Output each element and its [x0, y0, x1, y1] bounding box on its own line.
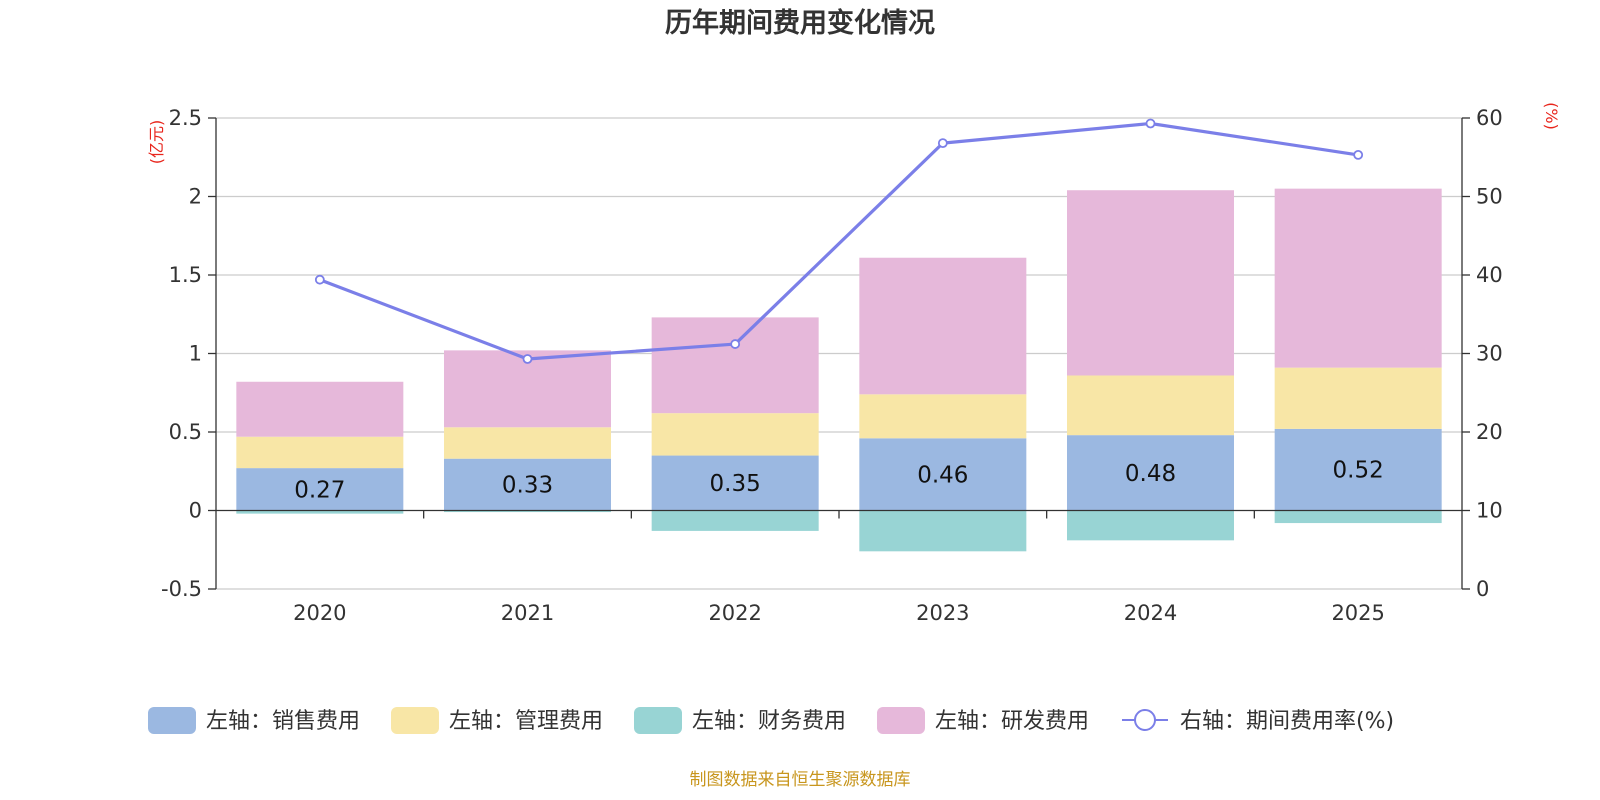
bar-value-label: 0.52 [1333, 458, 1384, 484]
rate-line [319, 121, 1359, 361]
left-axis-tick-label: 0 [189, 499, 202, 523]
legend-label: 左轴：管理费用 [449, 709, 603, 734]
right-axis-tick-label: 0 [1476, 577, 1489, 601]
left-axis-tick-label: 2.5 [169, 106, 202, 130]
left-axis-tick-label: 2 [189, 185, 202, 209]
right-axis-tick-label: 40 [1476, 263, 1503, 287]
left-axis-tick-label: 0.5 [169, 420, 202, 444]
bar-左轴：管理费用-2023 [859, 394, 1027, 439]
chart-title: 历年期间费用变化情况 [665, 7, 935, 39]
bar-左轴：研发费用-2024 [1067, 190, 1234, 376]
bar-左轴：研发费用-2022 [651, 317, 819, 414]
legend-swatch [391, 707, 439, 734]
bar-左轴：研发费用-2020 [236, 381, 404, 437]
right-axis-tick-label: 10 [1476, 499, 1503, 523]
rate-point-2022 [730, 339, 741, 349]
x-axis-label: 2024 [1124, 601, 1177, 625]
bar-左轴：销售费用-2021 [444, 458, 611, 511]
x-axis-label: 2020 [293, 601, 346, 625]
bar-左轴：销售费用-2025 [1274, 428, 1442, 511]
rate-point-2021 [522, 354, 533, 364]
bar-左轴：管理费用-2024 [1067, 375, 1234, 436]
x-axis-label: 2023 [916, 601, 969, 625]
legend-item[interactable]: 左轴：销售费用 [148, 707, 360, 734]
left-axis-tick-label: 1 [189, 342, 202, 366]
bar-左轴：管理费用-2020 [236, 436, 404, 469]
bar-左轴：销售费用-2023 [859, 438, 1027, 511]
bar-左轴：财务费用-2022 [651, 510, 819, 531]
left-axis: -0.5 0 0.5 1 1.5 2 2.5(亿元) [147, 106, 217, 601]
x-axis-label: 2022 [708, 601, 761, 625]
bar-value-label: 0.46 [917, 462, 968, 488]
bar-value-label: 0.27 [294, 477, 345, 503]
legend-label: 左轴：财务费用 [692, 709, 846, 734]
bar-左轴：财务费用-2024 [1067, 510, 1234, 541]
bar-左轴：财务费用-2025 [1274, 510, 1442, 524]
x-axis-ticks: 2020 2021 2022 2023 2024 2025 [293, 601, 1385, 625]
bar-value-label: 0.48 [1125, 461, 1176, 487]
right-axis-unit: (%) [1542, 102, 1561, 130]
bar-左轴：研发费用-2025 [1274, 188, 1442, 368]
legend[interactable]: 左轴：销售费用 左轴：管理费用 左轴：财务费用 左轴：研发费用 右轴：期间费用率(%) [148, 707, 1394, 734]
x-axis-label: 2025 [1331, 601, 1384, 625]
right-axis-tick-label: 30 [1476, 342, 1503, 366]
right-axis-tick-label: 60 [1476, 106, 1503, 130]
bar-左轴：财务费用-2021 [444, 510, 611, 513]
bar-左轴：管理费用-2021 [444, 427, 611, 459]
bar-左轴：管理费用-2022 [651, 413, 819, 456]
legend-swatch [634, 707, 682, 734]
bar-value-label: 0.33 [502, 473, 553, 499]
legend-item[interactable]: 左轴：管理费用 [391, 707, 603, 734]
x-axis-label: 2021 [501, 601, 554, 625]
left-axis-tick-label: -0.5 [161, 577, 202, 601]
left-axis-unit: (亿元) [147, 120, 166, 165]
legend-label: 右轴：期间费用率(%) [1180, 709, 1394, 734]
x-axis [216, 509, 1462, 519]
bar-左轴：研发费用-2023 [859, 257, 1027, 395]
legend-label: 左轴：销售费用 [206, 709, 360, 734]
legend-marker-swatch [1134, 709, 1156, 731]
legend-label: 左轴：研发费用 [935, 709, 1089, 734]
bar-左轴：销售费用-2020 [236, 468, 404, 511]
right-axis: 0 10 20 30 40 50 60 (%) [1461, 102, 1561, 601]
bar-左轴：财务费用-2023 [859, 510, 1027, 552]
bar-左轴：管理费用-2025 [1274, 367, 1442, 429]
bar-左轴：销售费用-2024 [1067, 435, 1234, 511]
right-axis-tick-label: 20 [1476, 420, 1503, 444]
bar-左轴：销售费用-2022 [651, 455, 819, 511]
legend-item[interactable]: 右轴：期间费用率(%) [1122, 709, 1394, 734]
legend-swatch [877, 707, 925, 734]
right-axis-tick-label: 50 [1476, 185, 1503, 209]
rate-point-2023 [937, 138, 948, 149]
legend-swatch [148, 707, 196, 734]
rate-point-2025 [1353, 149, 1364, 160]
bar-左轴：财务费用-2020 [236, 510, 404, 514]
rate-point-2020 [314, 274, 325, 285]
legend-item[interactable]: 左轴：财务费用 [634, 707, 846, 734]
legend-item[interactable]: 左轴：研发费用 [877, 707, 1089, 734]
source-note: 制图数据来自恒生聚源数据库 [690, 770, 911, 790]
left-axis-tick-label: 1.5 [169, 263, 202, 287]
rate-line-series [314, 118, 1364, 364]
rate-point-2024 [1145, 118, 1156, 129]
bar-labels: 0.27 0.33 0.35 0.46 0.48 0.52 [294, 458, 1384, 504]
bar-value-label: 0.35 [710, 471, 761, 497]
grid-lines [216, 117, 1462, 590]
